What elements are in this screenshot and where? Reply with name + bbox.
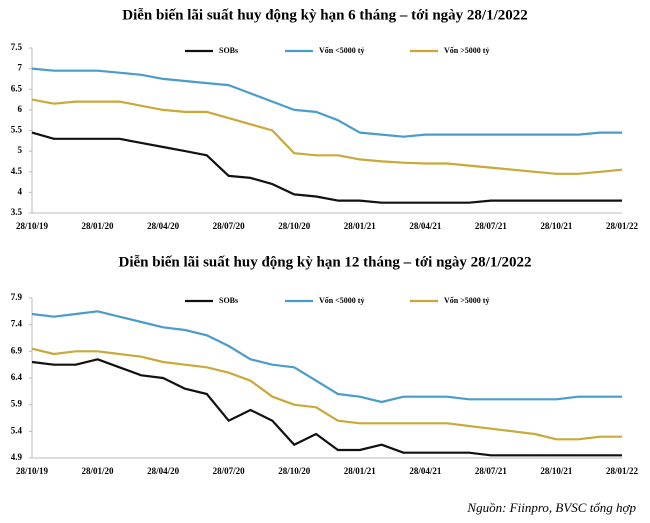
y-tick-label: 7.9 [11, 292, 23, 302]
x-tick-label: 28/10/19 [16, 221, 49, 231]
x-tick-label: 28/10/20 [278, 221, 311, 231]
x-tick-label: 28/01/22 [606, 466, 639, 476]
series-line [31, 310, 622, 404]
y-tick-label: 7 [18, 63, 23, 73]
x-tick-label: 28/01/20 [82, 466, 115, 476]
legend-label: SOBs [219, 46, 238, 55]
y-tick-label: 6.9 [11, 345, 23, 355]
x-tick-label: 28/10/20 [278, 466, 311, 476]
series-line [31, 131, 622, 204]
x-tick-label: 28/07/20 [213, 466, 246, 476]
y-tick-label: 4.9 [11, 452, 23, 462]
y-tick-label: 5.4 [11, 425, 23, 435]
legend-label: Vốn >5000 tỷ [444, 46, 489, 55]
y-tick-label: 5.9 [11, 399, 23, 409]
x-tick-label: 28/01/22 [606, 221, 639, 231]
x-tick-label: 28/10/19 [16, 466, 49, 476]
x-tick-label: 28/04/21 [409, 221, 442, 231]
x-tick-label: 28/04/20 [147, 466, 180, 476]
legend-label: Vốn >5000 tỷ [444, 296, 489, 305]
chart-title: Diễn biến lãi suất huy động kỳ hạn 6 thá… [122, 7, 528, 23]
series-line [31, 98, 623, 175]
x-tick-label: 28/07/21 [475, 221, 508, 231]
legend-label: Vốn <5000 tỷ [319, 46, 364, 55]
source-note: Nguồn: Fiinpro, BVSC tổng hợp [466, 500, 636, 515]
x-tick-label: 28/01/21 [344, 221, 377, 231]
legend-label: Vốn <5000 tỷ [319, 296, 364, 305]
y-tick-label: 5.5 [11, 125, 23, 135]
y-tick-label: 3.5 [11, 207, 23, 217]
series-line [31, 347, 622, 441]
y-tick-label: 7.4 [11, 319, 23, 329]
series-line [31, 358, 622, 457]
y-tick-label: 6.4 [11, 372, 23, 382]
y-tick-label: 5 [18, 145, 23, 155]
x-tick-label: 28/04/21 [409, 466, 442, 476]
x-tick-label: 28/10/21 [540, 466, 573, 476]
y-tick-label: 4 [18, 186, 23, 196]
series-line [31, 67, 622, 138]
legend-label: SOBs [219, 296, 238, 305]
x-tick-label: 28/07/20 [213, 221, 246, 231]
y-tick-label: 6 [18, 104, 23, 114]
x-tick-label: 28/07/21 [475, 466, 508, 476]
x-tick-label: 28/04/20 [147, 221, 180, 231]
y-tick-label: 7.5 [11, 42, 23, 52]
y-tick-label: 4.5 [11, 166, 23, 176]
y-tick-label: 6.5 [11, 83, 23, 93]
x-tick-label: 28/10/21 [540, 221, 573, 231]
x-tick-label: 28/01/20 [82, 221, 115, 231]
chart-title: Diễn biến lãi suất huy động kỳ hạn 12 th… [119, 254, 532, 270]
x-tick-label: 28/01/21 [344, 466, 377, 476]
